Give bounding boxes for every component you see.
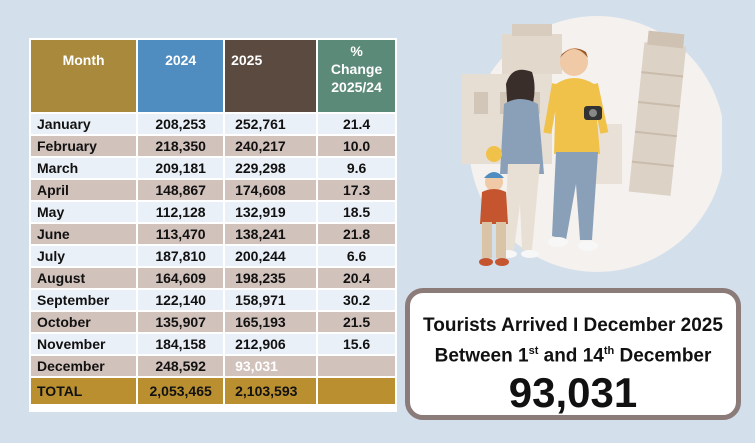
percent-change-cell [318,356,395,376]
table-row: January 208,253 252,761 21.4 [31,114,395,134]
value-2024-cell: 135,907 [138,312,224,332]
percent-change-cell: 30.2 [318,290,395,310]
date-range-middle: and 14 [538,345,604,367]
value-2024-cell: 122,140 [138,290,224,310]
value-2025-cell: 252,761 [225,114,317,134]
value-2025-cell: 198,235 [225,268,317,288]
header-percent-change: % Change 2025/24 [318,40,395,112]
tourist-arrivals-table: Month 2024 2025 % Change 2025/24 January… [29,38,397,412]
table-row: February 218,350 240,217 10.0 [31,136,395,156]
total-row: TOTAL 2,053,465 2,103,593 [31,378,395,404]
month-cell: January [31,114,137,134]
total-change [318,378,395,404]
header-change-line3: 2025/24 [331,79,382,95]
header-change-line2: Change [330,61,383,77]
value-2025-cell: 165,193 [225,312,317,332]
table-row: August 164,609 198,235 20.4 [31,268,395,288]
value-2024-cell: 209,181 [138,158,224,178]
percent-change-cell: 20.4 [318,268,395,288]
table-row: July 187,810 200,244 6.6 [31,246,395,266]
header-2025: 2025 [225,40,317,112]
month-cell: March [31,158,137,178]
value-2024-cell: 248,592 [138,356,224,376]
total-label: TOTAL [31,378,137,404]
month-cell: November [31,334,137,354]
date-range-sup-2: th [603,345,615,357]
percent-change-cell: 10.0 [318,136,395,156]
month-cell: May [31,202,137,222]
value-2025-cell: 93,031 [225,356,317,376]
table-row: March 209,181 229,298 9.6 [31,158,395,178]
value-2025-cell: 138,241 [225,224,317,244]
table-row: June 113,470 138,241 21.8 [31,224,395,244]
value-2025-cell: 229,298 [225,158,317,178]
month-cell: September [31,290,137,310]
month-cell: April [31,180,137,200]
value-2024-cell: 187,810 [138,246,224,266]
december-arrivals-summary-box: Tourists Arrived I December 2025 Between… [405,288,741,420]
table-row: September 122,140 158,971 30.2 [31,290,395,310]
value-2024-cell: 148,867 [138,180,224,200]
value-2025-cell: 158,971 [225,290,317,310]
month-cell: December [31,356,137,376]
percent-change-cell: 6.6 [318,246,395,266]
summary-title: Tourists Arrived I December 2025 [423,315,723,336]
summary-arrivals-count: 93,031 [508,369,638,416]
percent-change-cell: 15.6 [318,334,395,354]
header-month: Month [31,40,137,112]
table-row: April 148,867 174,608 17.3 [31,180,395,200]
value-2025-cell: 174,608 [225,180,317,200]
value-2025-cell: 212,906 [225,334,317,354]
header-2024: 2024 [138,40,224,112]
percent-change-cell: 21.8 [318,224,395,244]
table-row: November 184,158 212,906 15.6 [31,334,395,354]
month-cell: February [31,136,137,156]
percent-change-cell: 18.5 [318,202,395,222]
value-2025-cell: 240,217 [225,136,317,156]
table-row: October 135,907 165,193 21.5 [31,312,395,332]
month-cell: July [31,246,137,266]
total-2024: 2,053,465 [138,378,224,404]
date-range-prefix: Between 1 [434,345,529,367]
value-2024-cell: 113,470 [138,224,224,244]
date-range-suffix: December [614,345,712,367]
value-2024-cell: 184,158 [138,334,224,354]
percent-change-cell: 21.4 [318,114,395,134]
table-row: May 112,128 132,919 18.5 [31,202,395,222]
header-change-line1: % [350,43,363,59]
table-row: December 248,592 93,031 [31,356,395,376]
percent-change-cell: 21.5 [318,312,395,332]
value-2025-cell: 200,244 [225,246,317,266]
total-2025: 2,103,593 [225,378,317,404]
percent-change-cell: 9.6 [318,158,395,178]
percent-change-cell: 17.3 [318,180,395,200]
month-cell: June [31,224,137,244]
value-2024-cell: 164,609 [138,268,224,288]
summary-date-range: Between 1st and 14th December [410,345,736,367]
value-2024-cell: 218,350 [138,136,224,156]
table-header-row: Month 2024 2025 % Change 2025/24 [31,40,395,112]
tourist-family-illustration [452,14,725,294]
value-2024-cell: 112,128 [138,202,224,222]
value-2024-cell: 208,253 [138,114,224,134]
month-cell: August [31,268,137,288]
month-cell: October [31,312,137,332]
date-range-sup-1: st [528,345,539,357]
value-2025-cell: 132,919 [225,202,317,222]
